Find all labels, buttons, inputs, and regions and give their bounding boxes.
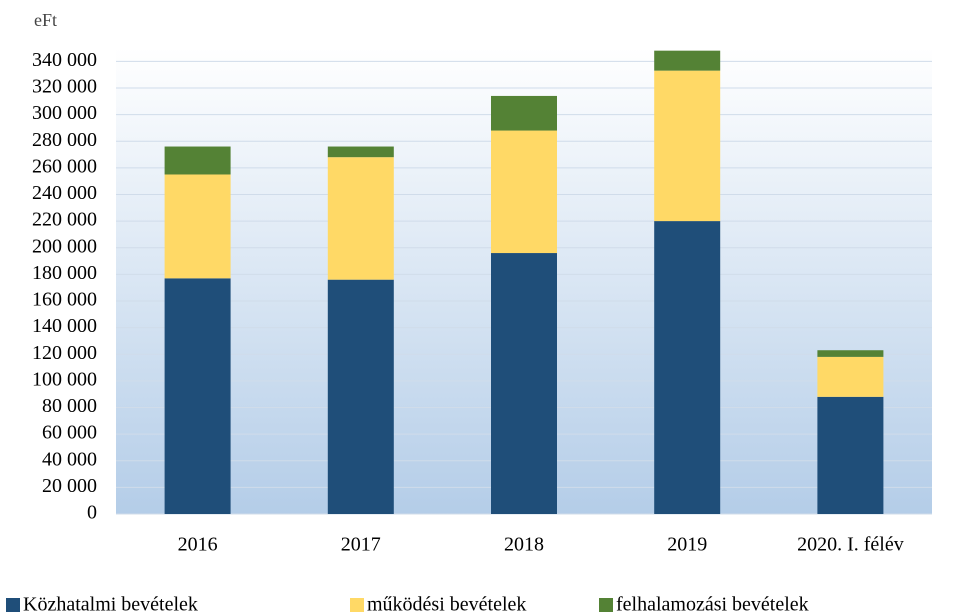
y-tick-label: 320 000 <box>32 76 97 98</box>
y-tick-label: 240 000 <box>32 182 97 204</box>
legend-swatch <box>599 598 613 612</box>
y-tick-label: 20 000 <box>42 475 97 497</box>
bar-segment <box>817 350 884 357</box>
legend-label: felhalamozási bevételek <box>616 594 809 616</box>
x-tick-label: 2019 <box>667 534 707 556</box>
bar-segment <box>654 70 721 222</box>
bar-segment <box>164 278 231 514</box>
legend-swatch <box>350 598 364 612</box>
bar-segment <box>327 279 394 514</box>
y-tick-label: 140 000 <box>32 315 97 337</box>
bar-segment <box>817 356 884 397</box>
bar-segment <box>654 221 721 515</box>
bar-segment <box>164 174 231 279</box>
bar-segment <box>164 146 231 175</box>
y-tick-label: 0 <box>87 502 97 524</box>
legend-swatch <box>6 598 20 612</box>
y-tick-label: 80 000 <box>42 395 97 417</box>
bar-segment <box>491 95 557 131</box>
x-tick-label: 2016 <box>178 534 218 556</box>
y-tick-label: 260 000 <box>32 155 97 177</box>
legend-label: működési bevételek <box>367 594 526 616</box>
legend-label: Közhatalmi bevételek <box>23 594 198 616</box>
x-tick-label: 2018 <box>504 534 544 556</box>
bar-segment <box>491 253 557 515</box>
y-tick-label: 200 000 <box>32 235 97 257</box>
y-unit-label: eFt <box>34 10 57 30</box>
bar-segment <box>817 396 884 514</box>
x-tick-label: 2017 <box>341 534 381 556</box>
y-tick-label: 120 000 <box>32 342 97 364</box>
x-tick-label: 2020. I. félév <box>797 534 904 556</box>
y-tick-label: 300 000 <box>32 102 97 124</box>
bar-segment <box>491 130 557 254</box>
y-tick-label: 60 000 <box>42 422 97 444</box>
y-tick-label: 40 000 <box>42 448 97 470</box>
y-tick-label: 160 000 <box>32 289 97 311</box>
y-tick-label: 220 000 <box>32 209 97 231</box>
bar-segment <box>654 50 721 71</box>
y-tick-label: 280 000 <box>32 129 97 151</box>
bar-segment <box>327 157 394 280</box>
y-tick-label: 100 000 <box>32 368 97 390</box>
y-tick-label: 180 000 <box>32 262 97 284</box>
y-tick-label: 340 000 <box>32 49 97 71</box>
bar-segment <box>327 146 394 158</box>
